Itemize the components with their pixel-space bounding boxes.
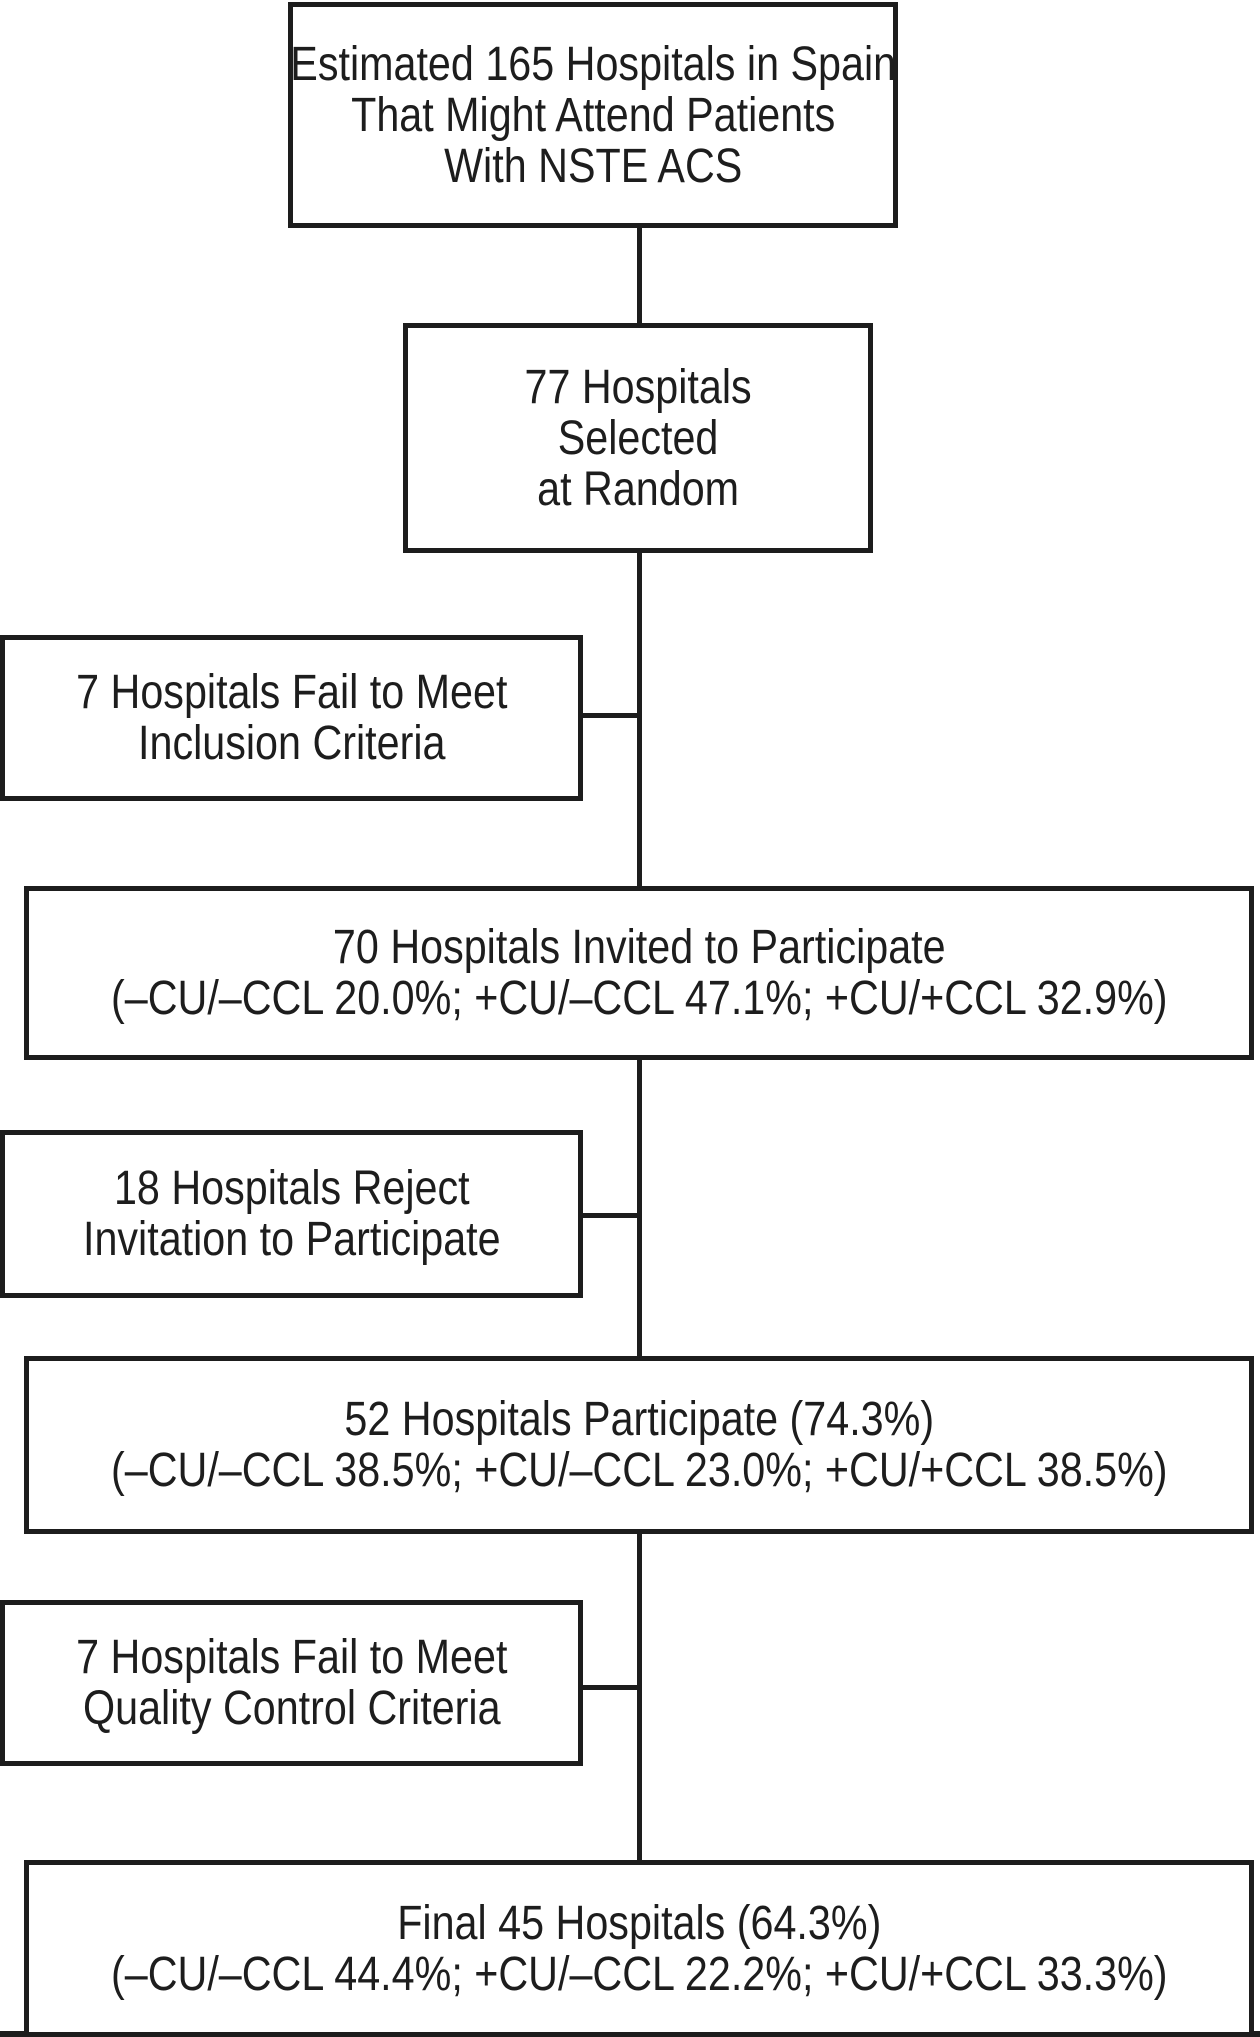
connector-fail-quality-branch [578, 1685, 639, 1690]
text-line: Inclusion Criteria [137, 717, 446, 770]
flow-box-text: 18 Hospitals Reject Invitation to Partic… [83, 1163, 501, 1265]
flow-box-text: 52 Hospitals Participate (74.3%) (–CU/–C… [111, 1394, 1168, 1496]
text-line: 7 Hospitals Fail to Meet [75, 666, 508, 719]
flow-box-participate: 52 Hospitals Participate (74.3%) (–CU/–C… [24, 1356, 1254, 1534]
text-line: Quality Control Criteria [82, 1682, 501, 1735]
flow-box-source-population: Estimated 165 Hospitals in Spain That Mi… [288, 2, 898, 228]
text-line: 52 Hospitals Participate (74.3%) [344, 1393, 934, 1446]
text-line: (–CU/–CCL 44.4%; +CU/–CCL 22.2%; +CU/+CC… [110, 1947, 1168, 2001]
connector-source-to-selection [637, 226, 642, 325]
flow-box-random-selection: 77 Hospitals Selected at Random [403, 323, 873, 553]
flow-box-fail-inclusion: 7 Hospitals Fail to Meet Inclusion Crite… [0, 635, 583, 801]
flow-box-fail-quality: 7 Hospitals Fail to Meet Quality Control… [0, 1600, 583, 1766]
connector-invited-to-participate [637, 1058, 642, 1358]
connector-selection-to-invited [637, 551, 642, 888]
flow-box-text: 7 Hospitals Fail to Meet Inclusion Crite… [76, 667, 507, 769]
flow-box-text: 77 Hospitals Selected at Random [524, 362, 751, 515]
flow-box-text: Final 45 Hospitals (64.3%) (–CU/–CCL 44.… [111, 1898, 1168, 2000]
flow-box-reject-invitation: 18 Hospitals Reject Invitation to Partic… [0, 1130, 583, 1298]
flow-box-text: 7 Hospitals Fail to Meet Quality Control… [76, 1632, 507, 1734]
flow-box-final-hospitals: Final 45 Hospitals (64.3%) (–CU/–CCL 44.… [24, 1860, 1254, 2037]
text-line: Invitation to Participate [82, 1213, 501, 1266]
text-line: 7 Hospitals Fail to Meet [75, 1631, 508, 1684]
text-line: Final 45 Hospitals (64.3%) [396, 1896, 882, 1950]
text-line: Estimated 165 Hospitals in Spain [290, 37, 896, 91]
text-line: Selected [557, 411, 719, 465]
flow-box-invited: 70 Hospitals Invited to Participate (–CU… [24, 886, 1254, 1060]
flow-box-text: Estimated 165 Hospitals in Spain That Mi… [290, 39, 896, 192]
text-line: With NSTE ACS [443, 139, 743, 193]
connector-fail-inclusion-branch [578, 713, 639, 718]
text-line: 77 Hospitals [524, 360, 752, 414]
text-line: 18 Hospitals Reject [113, 1162, 470, 1215]
connector-participate-to-final [637, 1532, 642, 1862]
text-line: at Random [537, 462, 739, 516]
flow-box-text: 70 Hospitals Invited to Participate (–CU… [111, 922, 1168, 1024]
text-line: (–CU/–CCL 38.5%; +CU/–CCL 23.0%; +CU/+CC… [110, 1444, 1168, 1497]
connector-reject-branch [578, 1213, 639, 1218]
text-line: That Might Attend Patients [350, 88, 836, 142]
text-line: 70 Hospitals Invited to Participate [332, 921, 946, 974]
text-line: (–CU/–CCL 20.0%; +CU/–CCL 47.1%; +CU/+CC… [110, 972, 1168, 1025]
